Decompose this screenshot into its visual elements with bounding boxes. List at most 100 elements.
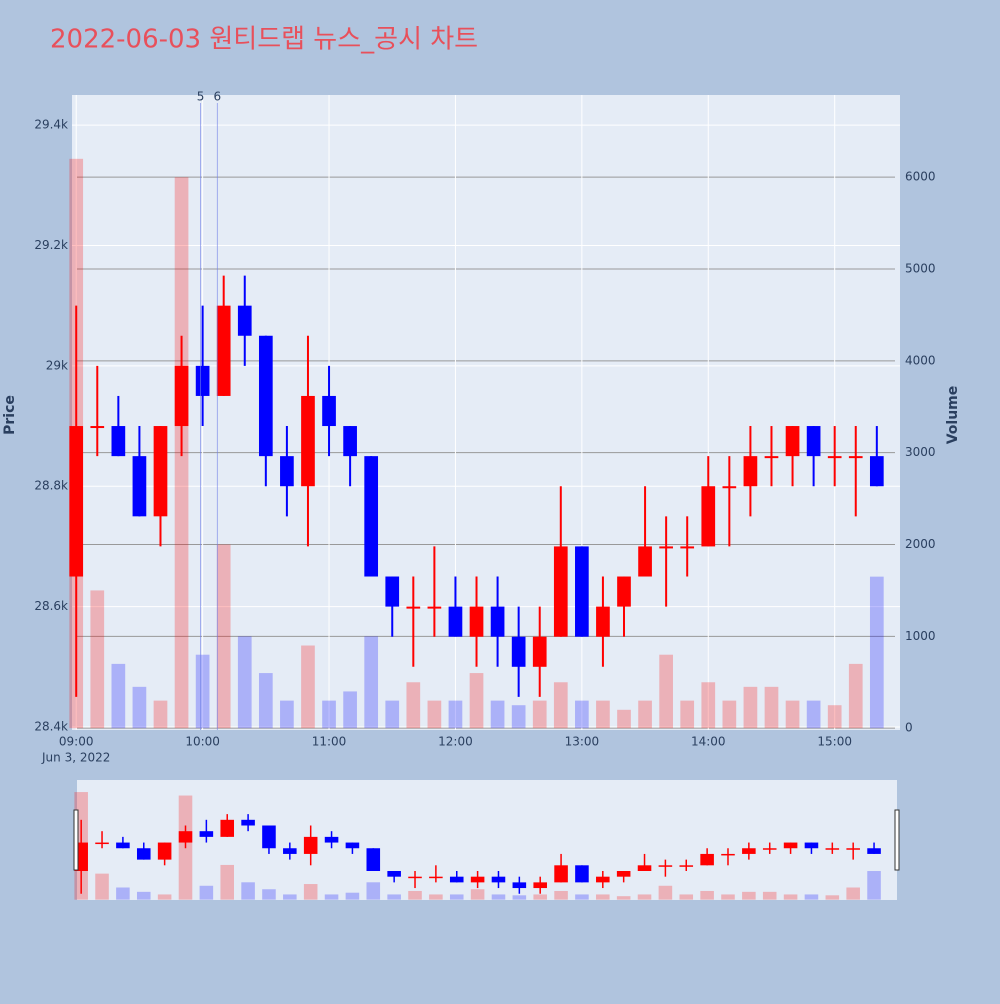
slider-volume-bar bbox=[324, 894, 339, 900]
range-slider[interactable] bbox=[77, 780, 897, 900]
slider-volume-bar bbox=[721, 894, 735, 900]
volume-bar bbox=[258, 673, 273, 729]
x-tick-label: 13:00 bbox=[565, 735, 600, 749]
candle-body bbox=[132, 456, 147, 517]
slider-candle-body bbox=[178, 831, 193, 843]
volume-bar bbox=[469, 673, 484, 729]
candle-body bbox=[743, 456, 758, 487]
volume-bar bbox=[511, 705, 526, 729]
volume-bar bbox=[869, 576, 884, 729]
slider-candle-body bbox=[616, 870, 631, 877]
slider-volume-bar bbox=[679, 894, 694, 900]
slider-volume-bar bbox=[616, 896, 631, 900]
candle-body bbox=[680, 546, 695, 549]
y2-tick-label: 5000 bbox=[905, 262, 936, 276]
slider-volume-bar bbox=[867, 871, 881, 900]
y-tick-label: 28.4k bbox=[34, 719, 68, 733]
x-tick-label: 09:00 bbox=[59, 735, 94, 749]
slider-candle-body bbox=[783, 842, 798, 849]
slider-volume-bar bbox=[554, 890, 568, 900]
volume-bar bbox=[806, 700, 821, 729]
volume-bar bbox=[659, 654, 673, 729]
candle-body bbox=[237, 305, 252, 336]
slider-candle-body bbox=[867, 848, 881, 854]
candle-body bbox=[427, 606, 442, 609]
slider-volume-bar bbox=[408, 890, 422, 900]
volume-bar bbox=[301, 645, 315, 729]
volume-bar bbox=[153, 700, 168, 729]
candle-body bbox=[764, 456, 779, 459]
slider-handle-right[interactable] bbox=[894, 809, 900, 871]
slider-volume-bar bbox=[470, 889, 485, 900]
slider-volume-bar bbox=[366, 882, 381, 900]
candle-body bbox=[322, 395, 336, 427]
slider-volume-bar bbox=[429, 894, 443, 900]
x-tick-label: 12:00 bbox=[438, 735, 473, 749]
volume-bar bbox=[280, 700, 294, 729]
slider-candle-body bbox=[762, 848, 777, 850]
candle-body bbox=[617, 576, 631, 607]
slider-candle-body bbox=[596, 876, 610, 883]
slider-volume-bar bbox=[512, 895, 527, 900]
candle-body bbox=[153, 426, 168, 517]
slider-volume-bar bbox=[220, 864, 235, 900]
volume-bar bbox=[743, 686, 758, 729]
candle-body bbox=[90, 426, 105, 429]
slider-volume-bar bbox=[700, 890, 714, 900]
slider-candle-body bbox=[366, 848, 381, 871]
marks bbox=[69, 158, 884, 900]
candle-body bbox=[301, 395, 315, 487]
volume-bar bbox=[575, 700, 589, 729]
slider-handle-left[interactable] bbox=[73, 809, 79, 871]
annotation-label: 6 bbox=[214, 90, 222, 104]
volume-bar bbox=[680, 700, 695, 729]
candle-body bbox=[195, 365, 210, 396]
candle-body bbox=[553, 546, 568, 637]
candle-body bbox=[806, 426, 821, 457]
y-tick-label: 28.8k bbox=[34, 479, 68, 493]
x-tick-label: 14:00 bbox=[691, 735, 726, 749]
candle-body bbox=[701, 486, 716, 547]
volume-bar bbox=[237, 636, 252, 729]
volume-bar bbox=[322, 700, 336, 729]
candle-body bbox=[448, 606, 463, 637]
candle-body bbox=[174, 365, 189, 427]
slider-candle-body bbox=[199, 831, 214, 837]
volume-bar bbox=[490, 700, 505, 729]
y2-axis-title: Volume bbox=[945, 386, 961, 445]
slider-candle-body bbox=[157, 842, 172, 860]
slider-volume-bar bbox=[241, 882, 255, 900]
slider-candle-body bbox=[491, 876, 506, 883]
slider-candle-body bbox=[241, 819, 255, 826]
slider-candle-body bbox=[449, 876, 464, 883]
slider-volume-bar bbox=[846, 887, 860, 900]
slider-candle-body bbox=[742, 848, 756, 854]
candle-body bbox=[848, 456, 863, 459]
y2-tick-label: 0 bbox=[905, 721, 913, 735]
slider-candle-body bbox=[700, 853, 714, 866]
candle-body bbox=[406, 606, 421, 609]
volume-bar bbox=[785, 700, 800, 729]
slider-candle-body bbox=[533, 882, 547, 889]
volume-bar bbox=[385, 700, 400, 729]
volume-bar bbox=[638, 700, 652, 729]
slider-candle-body bbox=[387, 870, 401, 877]
volume-bar bbox=[111, 663, 126, 729]
y-tick-label: 29.2k bbox=[34, 238, 68, 252]
y2-tick-label: 4000 bbox=[905, 353, 936, 367]
slider-candle-body bbox=[136, 848, 151, 860]
candle-body bbox=[532, 636, 547, 667]
slider-candle-body bbox=[220, 819, 235, 837]
x-tick-label: 15:00 bbox=[817, 735, 852, 749]
slider-candle-body bbox=[658, 865, 673, 867]
slider-candle-body bbox=[283, 848, 297, 854]
candle-body bbox=[469, 606, 484, 637]
slider-volume-bar bbox=[116, 887, 130, 900]
volume-bar bbox=[848, 663, 863, 729]
candle-body bbox=[216, 305, 231, 396]
slider-volume-bar bbox=[804, 894, 819, 900]
slider-volume-bar bbox=[658, 885, 673, 900]
slider-volume-bar bbox=[283, 894, 297, 900]
y-axis-title: Price bbox=[2, 395, 18, 435]
y2-tick-label: 6000 bbox=[905, 170, 936, 184]
